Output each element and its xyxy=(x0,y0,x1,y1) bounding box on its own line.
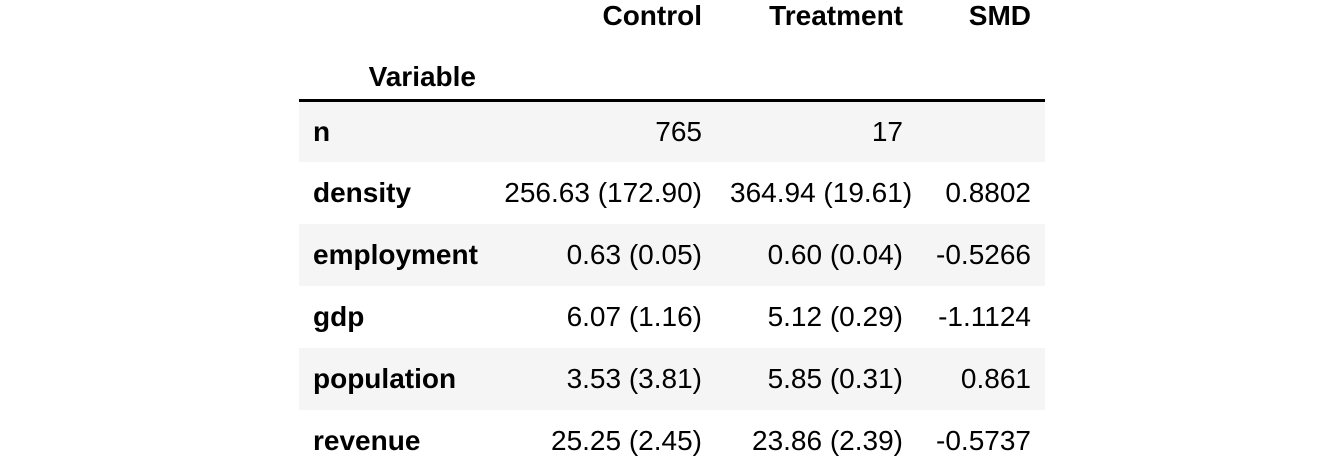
table-row-n: n 765 17 xyxy=(299,100,1045,162)
balance-table-container: Control Treatment SMD Variable n 765 17 … xyxy=(299,0,1045,472)
balance-table: Control Treatment SMD Variable n 765 17 … xyxy=(299,0,1045,472)
table-body: n 765 17 density 256.63 (172.90) 364.94 … xyxy=(299,100,1045,472)
cell-control: 6.07 (1.16) xyxy=(566,301,702,332)
cell-control: 3.53 (3.81) xyxy=(566,363,702,394)
index-name-spacer xyxy=(917,36,1045,102)
column-header-treatment: Treatment xyxy=(769,0,903,31)
row-label: population xyxy=(313,363,457,394)
cell-treatment: 364.94 (19.61) xyxy=(730,177,913,208)
row-label: density xyxy=(313,177,412,208)
cell-control: 0.63 (0.05) xyxy=(566,239,702,270)
row-label: employment xyxy=(313,239,478,270)
table-row-gdp: gdp 6.07 (1.16) 5.12 (0.29) -1.1124 xyxy=(299,286,1045,348)
row-label: revenue xyxy=(313,425,421,456)
row-label: gdp xyxy=(313,301,365,332)
cell-smd: 0.861 xyxy=(960,363,1031,394)
cell-smd: -0.5266 xyxy=(936,239,1031,270)
row-label: n xyxy=(313,115,331,147)
table-row-revenue: revenue 25.25 (2.45) 23.86 (2.39) -0.573… xyxy=(299,410,1045,472)
column-header-control: Control xyxy=(602,0,702,31)
table-row-density: density 256.63 (172.90) 364.94 (19.61) 0… xyxy=(299,162,1045,224)
cell-smd: -0.5737 xyxy=(936,425,1031,456)
cell-treatment: 0.60 (0.04) xyxy=(767,239,903,270)
cell-control: 25.25 (2.45) xyxy=(551,425,702,456)
cell-treatment: 17 xyxy=(871,115,903,147)
index-name-spacer xyxy=(490,36,716,102)
cell-treatment: 23.86 (2.39) xyxy=(752,425,903,456)
cell-smd: -1.1124 xyxy=(938,301,1031,332)
column-header-row: Control Treatment SMD xyxy=(299,0,1045,36)
cell-smd: 0.8802 xyxy=(945,177,1031,208)
cell-control: 256.63 (172.90) xyxy=(504,177,702,208)
table-header: Control Treatment SMD Variable xyxy=(299,0,1045,102)
index-name-label: Variable xyxy=(299,36,490,102)
column-header-smd: SMD xyxy=(968,0,1031,31)
table-row-population: population 3.53 (3.81) 5.85 (0.31) 0.861 xyxy=(299,348,1045,410)
cell-smd xyxy=(917,100,1045,162)
cell-control: 765 xyxy=(655,115,702,147)
cell-treatment: 5.85 (0.31) xyxy=(767,363,903,394)
table-row-employment: employment 0.63 (0.05) 0.60 (0.04) -0.52… xyxy=(299,224,1045,286)
index-name-spacer xyxy=(716,36,917,102)
index-name-row: Variable xyxy=(299,36,1045,102)
header-spacer xyxy=(299,0,490,36)
cell-treatment: 5.12 (0.29) xyxy=(767,301,903,332)
